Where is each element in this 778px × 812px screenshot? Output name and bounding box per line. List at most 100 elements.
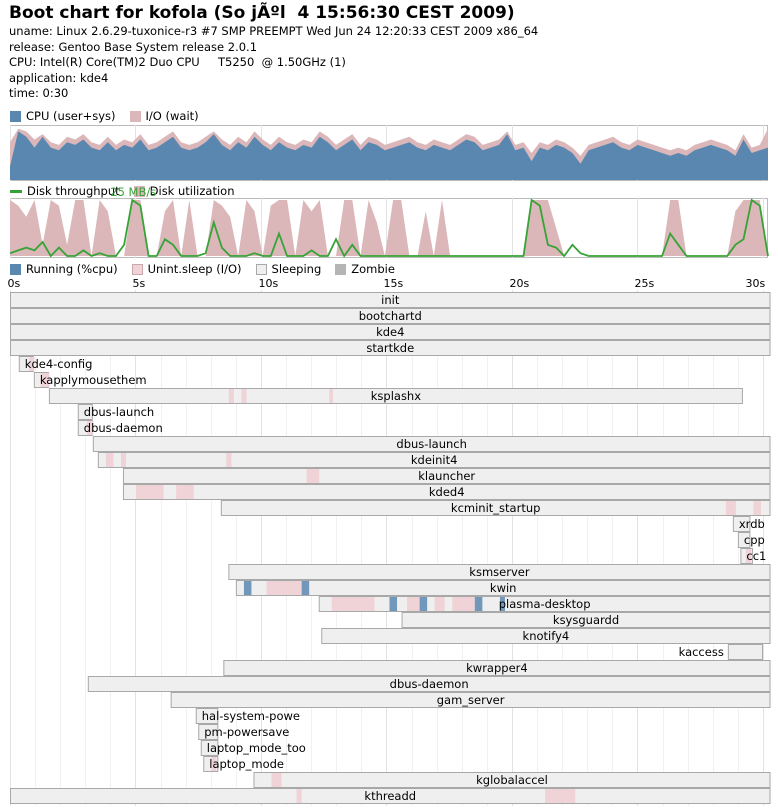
process-row: dbus-daemon bbox=[77, 420, 163, 436]
process-legend: Running (%cpu) Unint.sleep (I/O) Sleepin… bbox=[10, 262, 409, 276]
process-bar bbox=[727, 644, 763, 660]
process-bar bbox=[732, 516, 751, 532]
uname-line: uname: Linux 2.6.29-tuxonice-r3 #7 SMP P… bbox=[9, 24, 539, 38]
legend-label-zombie: Zombie bbox=[351, 262, 395, 276]
process-row: xrdb bbox=[732, 516, 765, 532]
process-name-label: dbus-launch bbox=[84, 405, 154, 419]
io-wait-segment bbox=[228, 389, 234, 403]
process-bar bbox=[170, 692, 771, 708]
process-name-label: kde4-config bbox=[25, 357, 93, 371]
time-tick-label: 10s bbox=[259, 277, 279, 290]
process-bar bbox=[318, 596, 771, 612]
process-row: kglobalaccel bbox=[253, 772, 771, 788]
process-row: init bbox=[10, 292, 771, 308]
legend-zombie: Zombie bbox=[335, 262, 395, 276]
time-tick-label: 0s bbox=[8, 277, 21, 290]
io-wait-segment bbox=[452, 597, 475, 611]
io-wait-segment bbox=[434, 597, 445, 611]
process-name-label: cc1 bbox=[746, 549, 766, 563]
cpu-chart bbox=[10, 125, 768, 181]
legend-io: I/O (wait) bbox=[129, 109, 199, 123]
time-tick-label: 30s bbox=[746, 277, 766, 290]
legend-swatch-throughput bbox=[10, 189, 22, 193]
cpu-running-segment bbox=[474, 597, 483, 611]
process-bar bbox=[737, 532, 751, 548]
process-name-label: kde4 bbox=[376, 325, 404, 339]
process-row: bootchartd bbox=[10, 308, 771, 324]
process-row: kde4-config bbox=[18, 356, 93, 372]
process-name-label: kapplymousethem bbox=[40, 373, 147, 387]
legend-label-io: I/O (wait) bbox=[145, 109, 199, 123]
cpu-running-segment bbox=[389, 597, 398, 611]
io-wait-segment bbox=[329, 389, 334, 403]
process-bar bbox=[97, 452, 771, 468]
time-tick-label: 20s bbox=[510, 277, 530, 290]
process-name-label: laptop_mode bbox=[209, 757, 284, 771]
legend-swatch-sleeping bbox=[255, 263, 267, 275]
io-wait-segment bbox=[266, 581, 302, 595]
process-row: dbus-launch bbox=[77, 404, 154, 420]
io-wait-segment bbox=[120, 453, 126, 467]
cpu-running-segment bbox=[243, 581, 252, 595]
process-row: ksplashx bbox=[48, 388, 743, 404]
io-wait-segment bbox=[211, 757, 217, 771]
process-name-label: ksysguardd bbox=[553, 613, 619, 627]
process-row: laptop_mode_too bbox=[200, 740, 306, 756]
process-name-label: kcminit_startup bbox=[451, 501, 541, 515]
process-bar bbox=[321, 628, 771, 644]
cpu-running-segment bbox=[419, 597, 428, 611]
process-name-label: ksplashx bbox=[371, 389, 421, 403]
process-bar bbox=[10, 340, 771, 356]
io-wait-segment bbox=[271, 773, 282, 787]
io-wait-segment bbox=[176, 485, 194, 499]
process-bar bbox=[228, 564, 771, 580]
legend-label-utilization: Disk utilization bbox=[149, 184, 235, 198]
process-name-label: klauncher bbox=[418, 469, 475, 483]
process-row: kwrapper4 bbox=[223, 660, 771, 676]
time-tick-label: 25s bbox=[635, 277, 655, 290]
process-bar bbox=[235, 580, 771, 596]
process-row: startkde bbox=[10, 340, 771, 356]
io-wait-segment bbox=[331, 597, 375, 611]
legend-label-sleeping: Sleeping bbox=[271, 262, 322, 276]
process-row: dbus-daemon bbox=[87, 676, 771, 692]
io-wait-segment bbox=[745, 549, 751, 563]
legend-sleeping: Sleeping bbox=[255, 262, 322, 276]
process-name-label: kthreadd bbox=[364, 789, 416, 803]
process-name-label: ksmserver bbox=[469, 565, 530, 579]
legend-running: Running (%cpu) bbox=[10, 262, 118, 276]
process-bar bbox=[198, 724, 219, 740]
legend-label-throughput: Disk throughput bbox=[27, 184, 120, 198]
process-row: kde4 bbox=[10, 324, 771, 340]
disk-chart-plot bbox=[9, 198, 769, 258]
process-name-label: pm-powersave bbox=[204, 725, 289, 739]
process-bar bbox=[77, 404, 93, 420]
process-name-label: dbus-daemon bbox=[84, 421, 163, 435]
legend-throughput: Disk throughput bbox=[10, 184, 120, 198]
process-name-label: bootchartd bbox=[359, 309, 422, 323]
process-row: kaccess bbox=[679, 644, 763, 660]
process-bar bbox=[10, 788, 771, 804]
io-wait-segment bbox=[753, 501, 761, 515]
process-row: kcminit_startup bbox=[220, 500, 771, 516]
io-wait-segment bbox=[545, 789, 576, 803]
process-bar bbox=[92, 436, 771, 452]
process-bar bbox=[122, 484, 771, 500]
process-row: kapplymousethem bbox=[33, 372, 147, 388]
cpu-legend: CPU (user+sys) I/O (wait) bbox=[10, 109, 213, 123]
process-bar bbox=[10, 324, 771, 340]
process-name-label: xrdb bbox=[739, 517, 765, 531]
process-row: gam_server bbox=[170, 692, 771, 708]
process-name-label: kdeinit4 bbox=[411, 453, 458, 467]
legend-swatch-cpu bbox=[10, 110, 21, 122]
cpu-usage-area bbox=[10, 131, 768, 180]
process-name-label: startkde bbox=[366, 341, 414, 355]
legend-cpu: CPU (user+sys) bbox=[10, 109, 116, 123]
process-bar bbox=[220, 500, 771, 516]
legend-swatch-unint bbox=[131, 263, 143, 275]
io-wait-segment bbox=[725, 501, 736, 515]
process-row: plasma-desktop bbox=[318, 596, 771, 612]
process-row: hal-system-powe bbox=[195, 708, 300, 724]
process-row: cpp bbox=[737, 532, 765, 548]
process-name-label: knotify4 bbox=[523, 629, 570, 643]
